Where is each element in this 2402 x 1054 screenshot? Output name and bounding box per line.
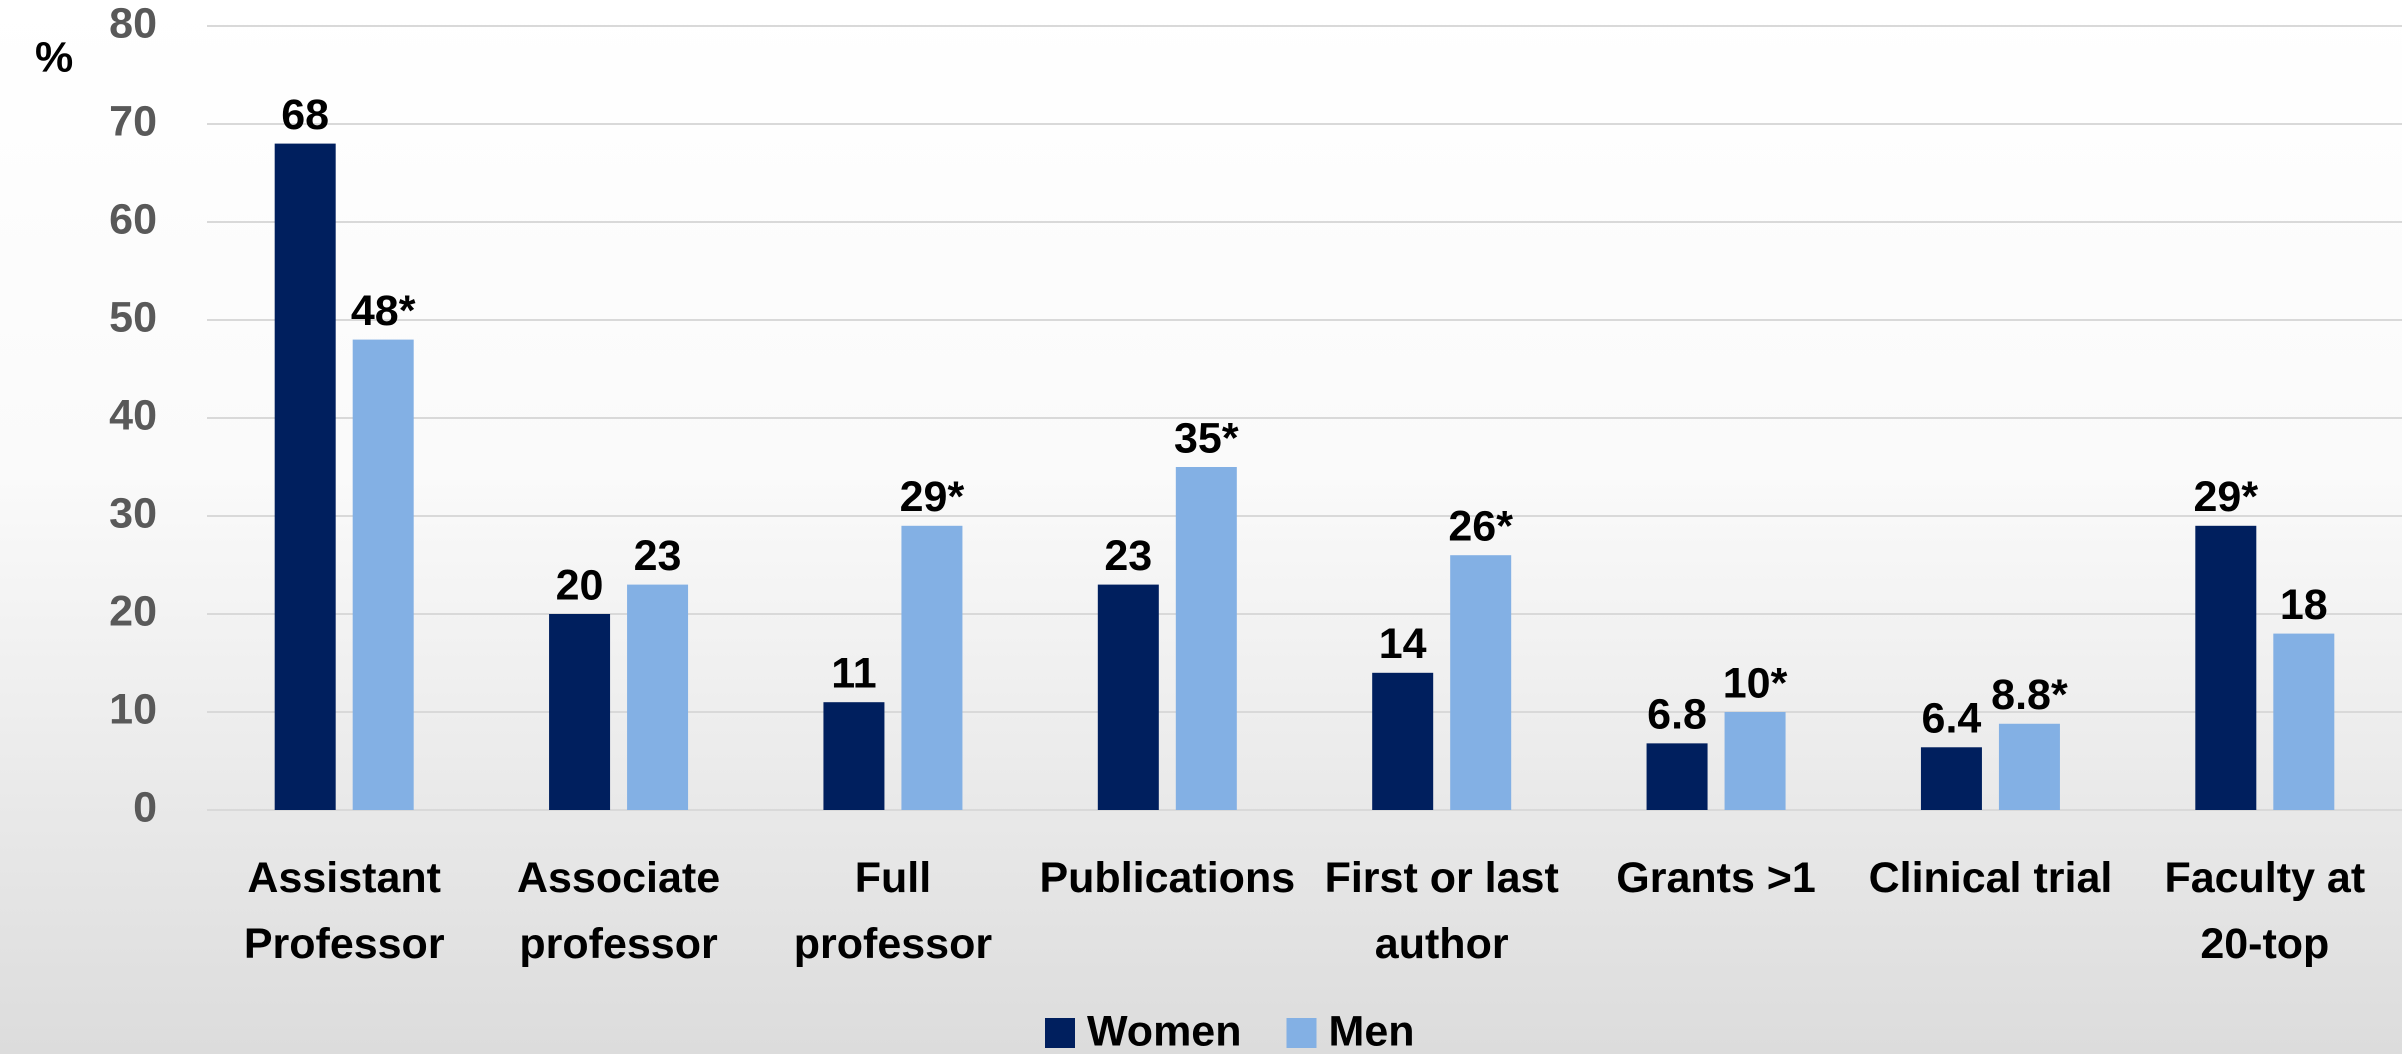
bar: [2273, 633, 2335, 810]
y-tick-label: 0: [133, 783, 157, 831]
value-label: 11: [831, 650, 876, 698]
bar: [549, 614, 611, 810]
bar: [627, 584, 689, 810]
value-label: 20: [556, 561, 604, 609]
value-label: 18: [2280, 581, 2328, 629]
value-label: 8.8*: [1991, 671, 2068, 719]
y-tick-label: 20: [109, 587, 157, 635]
value-label: 10*: [1723, 659, 1788, 707]
y-tick-label: 70: [109, 97, 157, 145]
value-label: 23: [1104, 532, 1152, 580]
bar: [1175, 467, 1237, 810]
y-tick-label: 60: [109, 195, 157, 243]
bar: [1724, 712, 1786, 810]
x-tick-label: Publications: [1039, 854, 1295, 902]
y-tick-label: 30: [109, 489, 157, 537]
value-label: 6.4: [1922, 695, 1982, 743]
bar: [1450, 555, 1512, 810]
bar: [1998, 723, 2060, 810]
x-tick-label: First or last author: [1325, 854, 1559, 968]
value-label: 68: [281, 91, 329, 139]
y-tick-label: 40: [109, 391, 157, 439]
x-tick-label: Clinical trial: [1869, 854, 2113, 902]
value-label: 35*: [1174, 414, 1239, 462]
value-label: 26*: [1448, 503, 1513, 551]
x-tick-label: Full professor: [794, 854, 993, 968]
y-axis-label: %: [35, 33, 73, 81]
y-tick-label: 10: [109, 685, 157, 733]
value-label: 23: [634, 532, 682, 580]
legend-label: Men: [1329, 1007, 1415, 1054]
bar: [2195, 525, 2257, 810]
x-tick-label: Associate professor: [517, 854, 720, 968]
x-tick-label: Grants >1: [1616, 854, 1816, 902]
x-tick-label: Assistant Professor: [244, 854, 445, 968]
bar: [823, 702, 885, 810]
value-label: 14: [1379, 620, 1427, 668]
bar: [1372, 672, 1434, 810]
bar: [1646, 743, 1708, 810]
value-label: 29*: [900, 473, 965, 521]
bar: [352, 339, 414, 810]
bar: [1097, 584, 1159, 810]
bar: [1920, 747, 1982, 810]
y-tick-label: 50: [109, 293, 157, 341]
legend-label: Women: [1087, 1007, 1242, 1054]
legend-swatch: [1286, 1018, 1317, 1048]
bar: [901, 525, 963, 810]
value-label: 29*: [2194, 473, 2259, 521]
x-tick-label: Faculty at 20-top: [2164, 854, 2365, 968]
legend-swatch: [1045, 1018, 1075, 1048]
value-label: 6.8: [1647, 691, 1707, 739]
value-label: 48*: [351, 287, 416, 335]
bar: [274, 143, 336, 811]
y-tick-label: 80: [109, 0, 157, 47]
